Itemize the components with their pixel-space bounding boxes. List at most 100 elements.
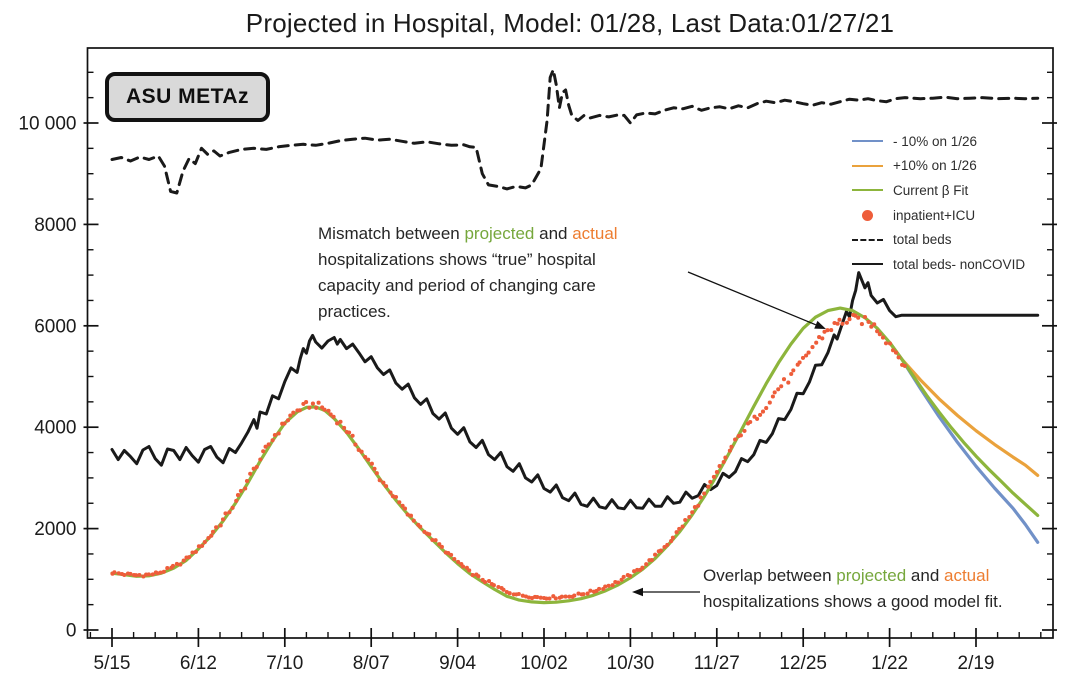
data-point-inpatient-icu [388, 490, 393, 495]
curve-total-beds [110, 68, 1040, 195]
data-point-inpatient-icu [193, 549, 198, 554]
data-point-inpatient-icu [665, 542, 670, 547]
annotation-line: hospitalizations shows a good model fit. [703, 589, 1073, 615]
data-point-inpatient-icu [711, 474, 716, 479]
data-point-inpatient-icu [779, 384, 784, 389]
data-point-inpatient-icu [397, 500, 402, 505]
data-point-inpatient-icu [844, 320, 849, 325]
data-point-inpatient-icu [338, 419, 343, 424]
legend-swatch-line-icon [852, 189, 883, 192]
data-point-inpatient-icu [822, 329, 827, 334]
annotation-text: actual [944, 566, 990, 585]
data-point-inpatient-icu [165, 566, 170, 571]
data-point-inpatient-icu [482, 579, 488, 585]
data-point-inpatient-icu [640, 565, 645, 570]
data-point-inpatient-icu [644, 562, 649, 567]
x-tick-label: 10/02 [520, 653, 568, 674]
data-point-inpatient-icu [786, 380, 791, 385]
data-point-inpatient-icu [405, 512, 410, 517]
data-point-inpatient-icu [328, 412, 333, 417]
data-point-inpatient-icu [214, 525, 219, 530]
data-point-inpatient-icu [649, 557, 654, 563]
annotation-arrow-line-mismatch [687, 271, 817, 326]
legend-swatch-shape [862, 209, 873, 221]
legend-label: total beds- nonCOVID [893, 256, 1026, 272]
annotation-mismatch: Mismatch between projected and actual hos… [318, 221, 710, 325]
x-tick-label: 1/22 [871, 653, 908, 674]
data-point-inpatient-icu [708, 479, 713, 484]
legend-item-5: total beds [852, 227, 1025, 252]
annotation-line: hospitalizations shows “true” hospital [318, 247, 710, 273]
data-point-inpatient-icu [258, 457, 263, 462]
data-point-inpatient-icu [727, 448, 732, 453]
annotation-text: practices. [318, 302, 391, 321]
data-point-inpatient-icu [890, 348, 896, 353]
data-point-inpatient-icu [832, 320, 837, 326]
data-point-inpatient-icu [377, 478, 382, 483]
data-point-inpatient-icu [452, 556, 457, 562]
data-point-inpatient-icu [244, 478, 250, 484]
data-point-inpatient-icu [817, 335, 822, 340]
data-point-inpatient-icu [220, 517, 226, 522]
data-point-inpatient-icu [670, 535, 675, 540]
data-point-inpatient-icu [606, 583, 611, 588]
data-point-inpatient-icu [304, 400, 309, 405]
data-point-inpatient-icu [767, 400, 772, 405]
data-point-inpatient-icu [706, 484, 711, 489]
data-point-inpatient-icu [161, 569, 166, 574]
data-point-inpatient-icu [616, 580, 621, 585]
annotation-text: capacity and period of changing care [318, 276, 596, 295]
data-point-inpatient-icu [674, 530, 679, 535]
data-point-inpatient-icu [791, 368, 796, 373]
legend-swatch-shape [852, 164, 883, 167]
y-tick-label: 0 [66, 621, 77, 642]
data-point-inpatient-icu [866, 319, 871, 324]
legend-item-2: +10% on 1/26 [852, 154, 1025, 179]
annotation-arrowhead-overlap [632, 587, 643, 597]
data-point-inpatient-icu [677, 526, 682, 531]
data-point-inpatient-icu [439, 544, 444, 549]
data-point-inpatient-icu [748, 419, 753, 425]
annotation-overlap: Overlap between projected and actual hosp… [703, 563, 1073, 615]
data-point-inpatient-icu [248, 471, 253, 476]
data-point-inpatient-icu [810, 345, 815, 350]
model-badge: ASU METAz [105, 72, 270, 122]
data-point-inpatient-icu [893, 350, 899, 355]
data-point-inpatient-icu [872, 322, 877, 327]
data-point-inpatient-icu [200, 543, 205, 548]
data-point-inpatient-icu [696, 503, 701, 508]
data-point-inpatient-icu [862, 314, 868, 320]
data-point-inpatient-icu [588, 588, 593, 593]
data-point-inpatient-icu [875, 329, 880, 334]
data-point-inpatient-icu [687, 514, 692, 520]
annotation-text: Mismatch between [318, 224, 465, 243]
data-point-inpatient-icu [230, 505, 235, 510]
data-point-inpatient-icu [291, 410, 296, 415]
data-point-inpatient-icu [353, 442, 358, 447]
data-point-inpatient-icu [835, 321, 840, 326]
legend-swatch-solid-icon [852, 263, 883, 266]
data-point-inpatient-icu [896, 355, 901, 360]
data-point-inpatient-icu [764, 406, 769, 411]
data-point-inpatient-icu [516, 591, 521, 597]
data-point-inpatient-icu [263, 444, 268, 449]
annotation-text: and [534, 224, 573, 243]
data-point-inpatient-icu [307, 405, 312, 410]
x-tick-label: 6/12 [180, 653, 217, 674]
data-point-inpatient-icu [553, 596, 558, 601]
data-point-inpatient-icu [635, 567, 640, 572]
data-point-inpatient-icu [733, 437, 738, 442]
data-point-inpatient-icu [254, 464, 259, 470]
data-point-inpatient-icu [227, 510, 232, 515]
data-point-inpatient-icu [363, 455, 368, 460]
data-point-inpatient-icu [491, 583, 496, 588]
legend-swatch-dot-icon [852, 209, 883, 221]
data-point-inpatient-icu [520, 593, 525, 598]
data-point-inpatient-icu [430, 537, 435, 543]
legend-item-4: inpatient+ICU [852, 203, 1025, 228]
data-point-inpatient-icu [742, 428, 747, 433]
data-point-inpatient-icu [456, 559, 461, 564]
annotation-line: capacity and period of changing care [318, 273, 710, 299]
